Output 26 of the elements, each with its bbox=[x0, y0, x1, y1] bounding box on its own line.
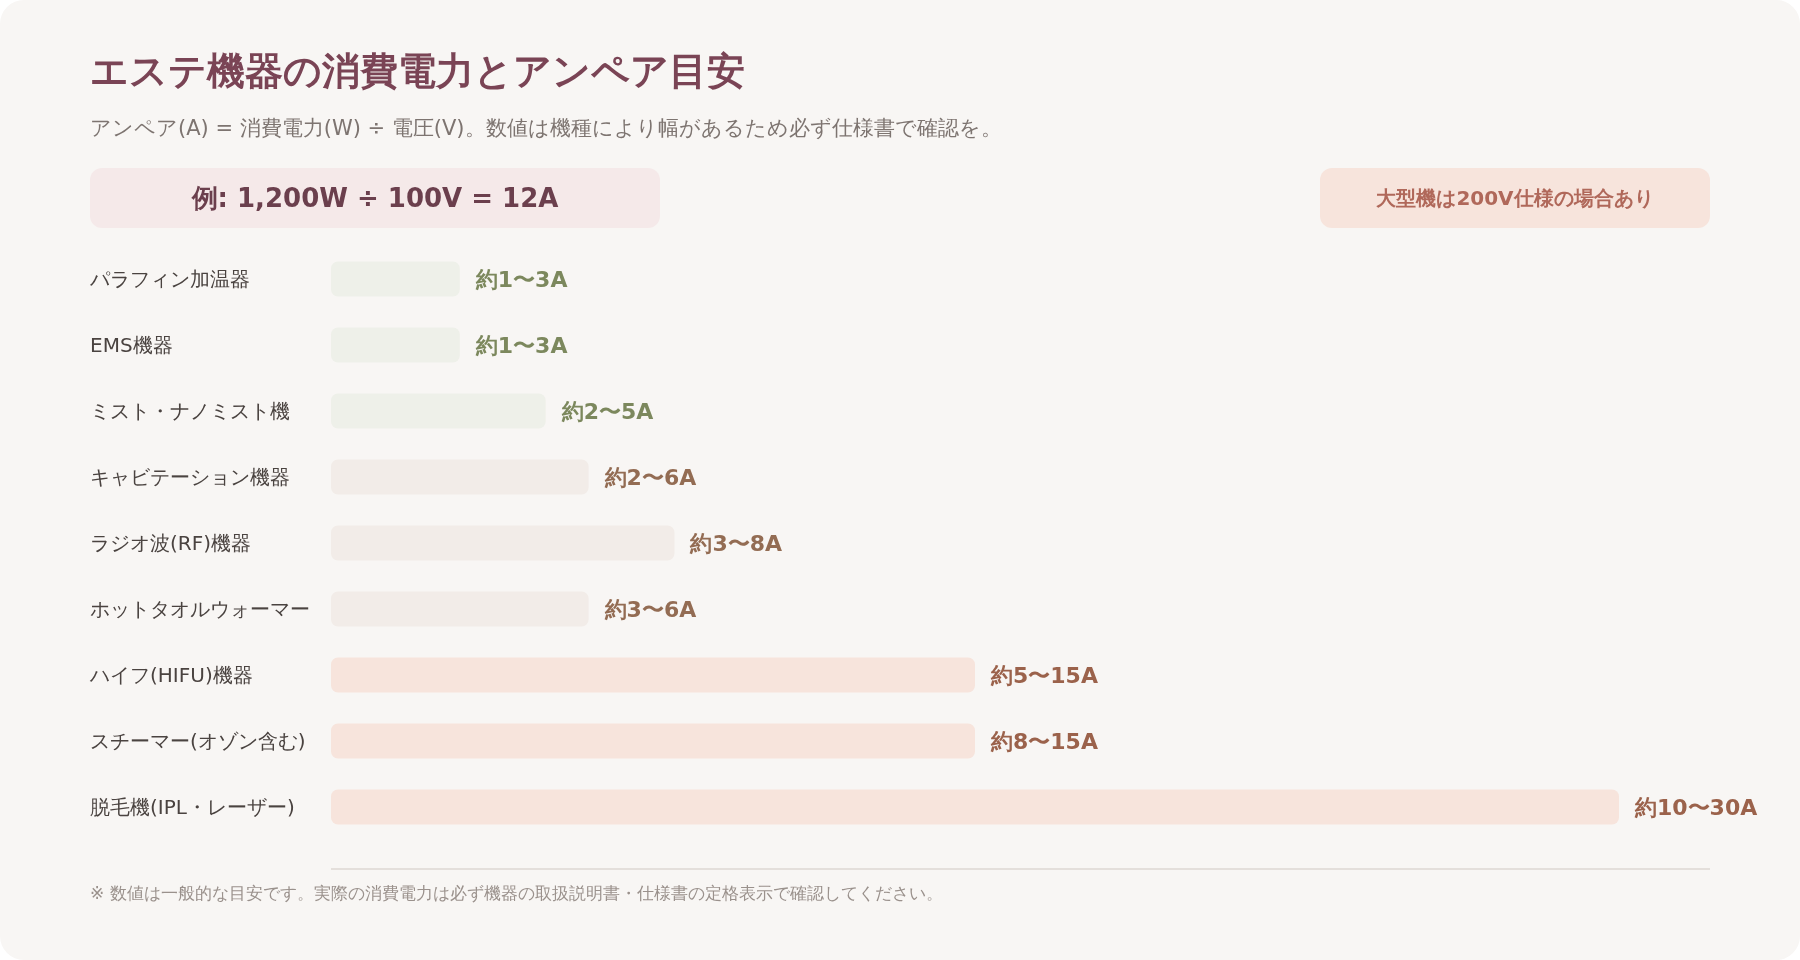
y-tick-label: スチーマー(オゾン含む) bbox=[90, 729, 306, 753]
y-tick-label: ラジオ波(RF)機器 bbox=[90, 531, 252, 555]
data-label: 約1〜3A bbox=[474, 332, 568, 358]
y-tick-label: ミスト・ナノミスト機 bbox=[90, 399, 290, 423]
data-label: 約2〜5A bbox=[560, 398, 654, 424]
y-tick-label: ハイフ(HIFU)機器 bbox=[89, 663, 253, 687]
y-tick-label: 脱毛機(IPL・レーザー) bbox=[90, 795, 295, 819]
data-label: 約1〜3A bbox=[474, 266, 568, 292]
data-label: 約2〜6A bbox=[603, 464, 697, 490]
data-label: 約8〜15A bbox=[990, 728, 1098, 754]
chart-title: エステ機器の消費電力とアンペア目安 bbox=[90, 47, 745, 95]
bar bbox=[331, 723, 975, 759]
data-label: 約5〜15A bbox=[990, 662, 1098, 688]
data-label: 約10〜30A bbox=[1634, 794, 1758, 820]
text: ※ 数値は一般的な目安です。実際の消費電力は必ず機器の取扱説明書・仕様書の定格表示で確認してください。 bbox=[90, 882, 943, 905]
chart-subtitle: アンペア(A) = 消費電力(W) ÷ 電圧(V)。数値は機種により幅があるため必ず仕様書で確認を。 bbox=[90, 115, 1002, 142]
text: 大型機は200V仕様の場合あり bbox=[1320, 168, 1710, 228]
y-tick-label: ホットタオルウォーマー bbox=[90, 597, 310, 621]
data-label: 約3〜8A bbox=[689, 530, 783, 556]
data-label: 約3〜6A bbox=[603, 596, 697, 622]
bar bbox=[331, 657, 975, 693]
y-tick-label: EMS機器 bbox=[90, 333, 173, 357]
y-tick-label: キャビテーション機器 bbox=[90, 465, 290, 489]
y-tick-label: パラフィン加温器 bbox=[89, 267, 250, 291]
bar bbox=[331, 789, 1619, 825]
text: 例: 1,200W ÷ 100V = 12A bbox=[90, 168, 660, 228]
